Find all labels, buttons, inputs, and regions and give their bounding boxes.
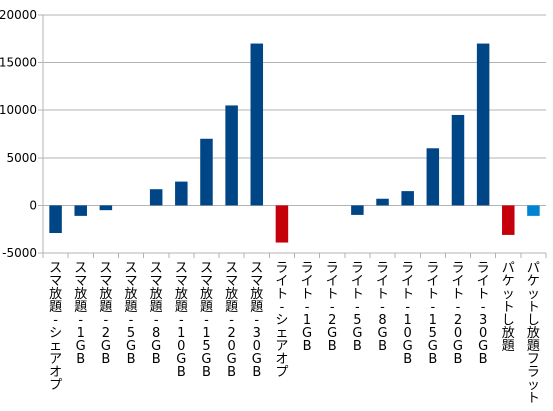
x-tick-label: ライト-シェアオプ [275, 261, 288, 380]
x-tick-label: スマ放題-1 G B [74, 261, 87, 367]
x-tick-label: パケットし放題フラット [527, 261, 540, 406]
x-tick-label: スマ放題-1 5 G B [200, 261, 213, 380]
y-tick-label: 20000 [0, 8, 37, 22]
bar [99, 205, 113, 211]
bar [74, 205, 87, 216]
x-tick-label: スマ放題-2 G B [99, 261, 112, 367]
bar [225, 105, 238, 206]
x-tick-label: ライト-2 0 G B [451, 261, 464, 367]
x-tick-label: スマ放題-5 G B [125, 261, 138, 367]
x-tick-label: スマ放題-シェアオプ [49, 261, 62, 393]
bar [250, 43, 264, 206]
x-tick-label: スマ放題-3 0 G B [250, 261, 263, 380]
bar [476, 43, 490, 206]
bar [527, 205, 540, 216]
x-tick-label: スマ放題-2 0 G B [225, 261, 238, 380]
y-tick-label: 5000 [6, 151, 37, 165]
bar [275, 205, 289, 243]
bar [351, 205, 364, 215]
x-tick-label: ライト-1 5 G B [426, 261, 439, 367]
gridlines [38, 14, 547, 258]
x-tick-label: ライト-3 0 G B [477, 261, 490, 367]
bar [426, 148, 440, 206]
x-tick-label: スマ放題-1 0 G B [175, 261, 188, 380]
x-tick-label: ライト-5 G B [351, 261, 364, 354]
y-tick-label: 0 [29, 198, 37, 212]
bar [401, 191, 414, 206]
bar [49, 205, 62, 234]
x-tick-label: ライト-2 G B [326, 261, 339, 354]
bar [451, 114, 465, 206]
y-tick-label: 10000 [0, 103, 37, 117]
bar [376, 198, 389, 206]
y-tick-label: -5000 [2, 246, 37, 260]
bar [200, 138, 213, 206]
x-tick-label: パケットし放題 [502, 261, 515, 354]
y-tick-label: 15000 [0, 56, 37, 70]
bar [502, 205, 515, 235]
bar [149, 189, 163, 206]
bars [49, 43, 540, 243]
y-axis-ticks: -5000 0 5000 10000 15000 20000 [0, 8, 37, 260]
bar [175, 181, 188, 206]
x-tick-label: スマ放題-8 G B [150, 261, 163, 367]
x-tick-label: ライト-1 0 G B [401, 261, 414, 367]
x-tick-label: ライト-8 G B [376, 261, 389, 354]
x-tick-label: ライト-1 G B [301, 261, 314, 354]
